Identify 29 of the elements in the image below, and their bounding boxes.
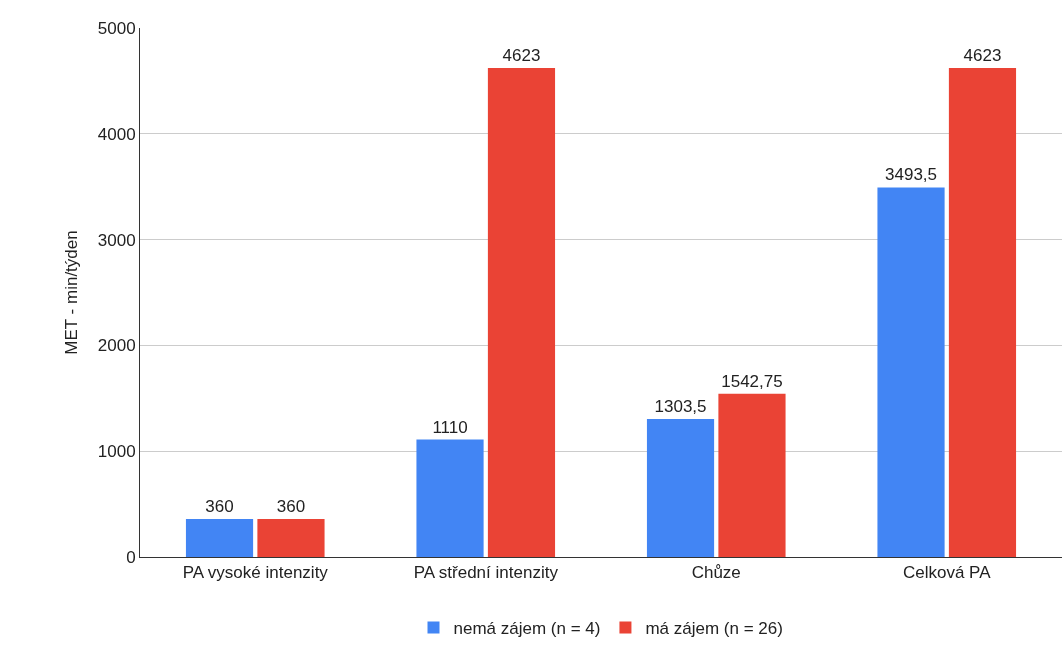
x-tick-label: Celková PA — [902, 563, 992, 583]
y-tick-label: 0 — [126, 547, 136, 567]
bar — [877, 187, 945, 557]
bar — [416, 439, 484, 557]
x-tick-label: PA vysoké intenzity — [182, 563, 329, 583]
y-tick-label: 5000 — [97, 18, 136, 38]
bar — [718, 393, 786, 557]
bar — [257, 518, 325, 557]
data-label: 4623 — [502, 45, 541, 65]
x-tick-label: PA střední intenzity — [413, 563, 559, 583]
legend-label: má zájem (n = 26) — [645, 619, 783, 639]
data-label: 1542,75 — [721, 371, 783, 391]
data-label: 360 — [276, 496, 306, 516]
data-label: 3493,5 — [885, 165, 938, 185]
bar — [646, 419, 715, 557]
y-tick-label: 2000 — [97, 336, 136, 356]
bar — [185, 518, 254, 557]
y-axis-title: MET - min/týden — [62, 230, 82, 355]
bar — [948, 67, 1017, 557]
x-tick-label: Chůze — [691, 563, 741, 583]
y-tick-label: 4000 — [97, 124, 136, 144]
data-label: 1303,5 — [654, 397, 707, 417]
data-label: 360 — [205, 496, 234, 516]
data-label: 1110 — [432, 417, 468, 437]
y-tick-label: 1000 — [97, 442, 136, 462]
data-label: 4623 — [963, 45, 1002, 65]
y-tick-label: 3000 — [97, 230, 136, 250]
bar — [487, 67, 556, 557]
legend-label: nemá zájem (n = 4) — [453, 619, 601, 639]
